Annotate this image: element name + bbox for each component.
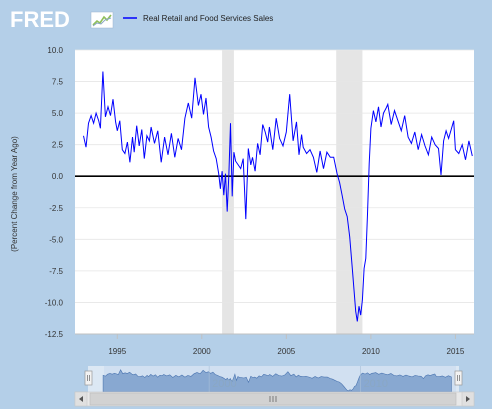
scroll-left-button[interactable]: [74, 391, 88, 407]
x-tick-label: 1995: [108, 347, 126, 356]
navigator-area: [102, 369, 452, 393]
y-tick-label: 0.0: [52, 172, 64, 181]
y-tick-label: -5.0: [49, 235, 63, 244]
navigator-handle-left[interactable]: [84, 370, 93, 386]
scrollbar-thumb[interactable]: [89, 392, 457, 406]
legend: Real Retail and Food Services Sales: [123, 14, 273, 23]
x-tick-label: 2015: [447, 347, 465, 356]
arrow-left-icon: [79, 396, 83, 402]
y-tick-label: -2.5: [49, 204, 63, 213]
legend-label: Real Retail and Food Services Sales: [143, 14, 273, 23]
navigator-labels: 2000 2010: [208, 366, 388, 392]
trend-chart-icon: [90, 11, 114, 29]
y-tick-label: -10.0: [45, 298, 64, 307]
arrow-right-icon: [466, 396, 470, 402]
y-axis-label: (Percent Change from Year Ago): [10, 136, 19, 252]
y-tick-label: -7.5: [49, 267, 63, 276]
navigator-label: 2010: [364, 378, 388, 390]
logo-text: FRED: [10, 7, 70, 32]
drag-handle-icon: [454, 370, 463, 386]
y-axis: 10.0 7.5 5.0 2.5 0.0 -2.5 -5.0 -7.5 -10.0 -12.5: [45, 46, 64, 339]
y-tick-label: 7.5: [52, 78, 64, 87]
navigator[interactable]: 2000 2010: [84, 366, 463, 393]
x-tick-label: 2010: [362, 347, 380, 356]
scroll-right-button[interactable]: [461, 391, 475, 407]
x-tick-label: 2005: [277, 347, 295, 356]
drag-handle-icon: [84, 370, 93, 386]
recession-band: [336, 50, 363, 334]
y-tick-label: 5.0: [52, 109, 64, 118]
series-line[interactable]: [83, 71, 473, 322]
navigator-label: 2000: [212, 378, 236, 390]
y-tick-label: -12.5: [45, 330, 64, 339]
grip-icon: [269, 396, 277, 402]
x-axis: 1995 2000 2005 2010 2015: [108, 334, 465, 356]
plot-area: [75, 50, 474, 334]
x-tick-label: 2000: [193, 347, 211, 356]
navigator-handle-right[interactable]: [454, 370, 463, 386]
y-tick-label: 10.0: [47, 46, 63, 55]
scrollbar[interactable]: [74, 391, 475, 407]
fred-logo[interactable]: FRED: [10, 7, 114, 32]
y-tick-label: 2.5: [52, 141, 64, 150]
